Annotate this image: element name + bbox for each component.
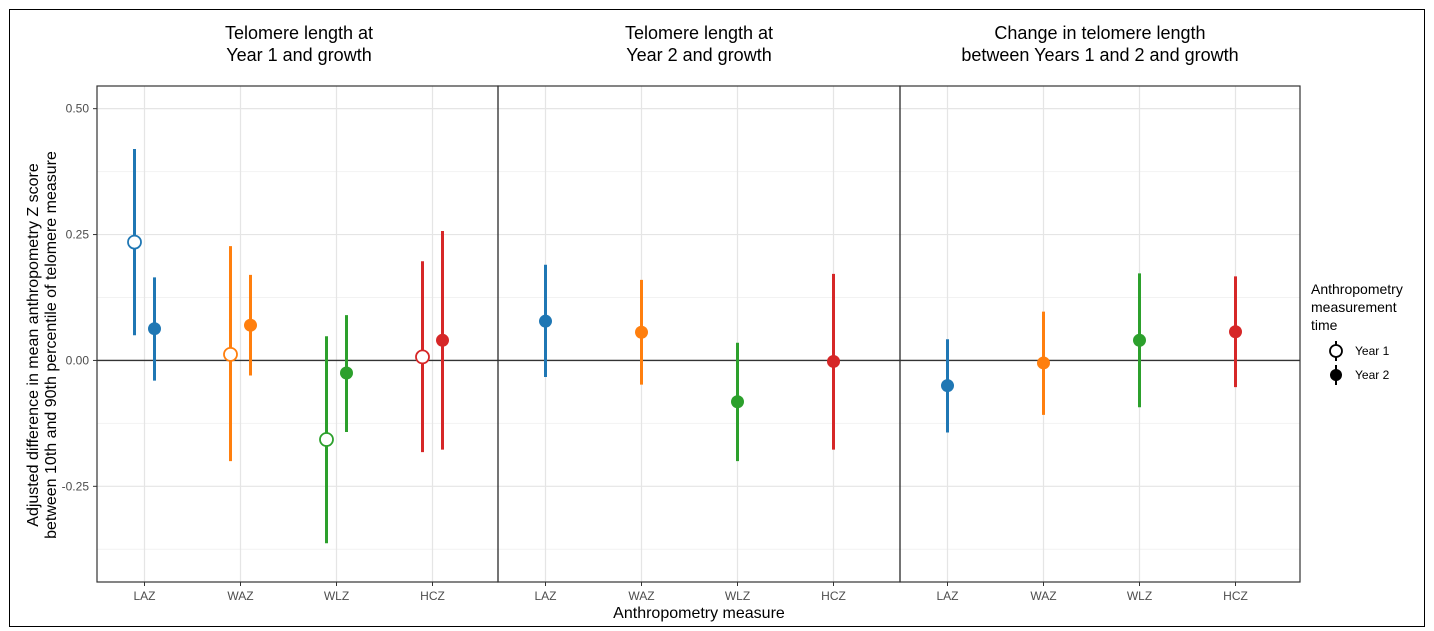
axis-ticks: LAZ WAZ WLZ HCZ LAZ WAZ WLZ HCZ LAZ WAZ WLZ HCZ 0.50…: [62, 102, 1248, 603]
point-year2: [539, 314, 552, 328]
y-tick-label: 0.00: [66, 353, 90, 367]
y-axis-label-line-2: between 10th and 90th percentile of telo…: [43, 151, 60, 539]
panel-border: [497, 85, 901, 583]
panel-3-title-line-1: Change in telomere length: [994, 23, 1205, 43]
x-tick-label: WLZ: [1127, 589, 1152, 603]
point-year2: [436, 333, 449, 347]
panel-3-title-line-2: between Years 1 and 2 and growth: [961, 45, 1238, 65]
point-year1: [127, 234, 142, 250]
point-year2: [244, 318, 257, 332]
panel-1-title-line-2: Year 1 and growth: [226, 45, 371, 65]
y-tick-label: 0.25: [66, 228, 90, 242]
x-tick-label: WLZ: [725, 589, 750, 603]
x-tick-label: WAZ: [227, 589, 253, 603]
y-tick-label: -0.25: [62, 479, 90, 493]
panel-borders: [96, 85, 1301, 583]
point-year2: [1133, 333, 1146, 347]
panel-2-title-line-1: Telomere length at: [625, 23, 773, 43]
point-year1: [223, 346, 238, 362]
panel-2-title-line-2: Year 2 and growth: [626, 45, 771, 65]
panel-1-title-line-1: Telomere length at: [225, 23, 373, 43]
legend-year1-marker: [1329, 344, 1343, 358]
legend-title-line-2: measurement: [1311, 299, 1397, 315]
point-year1: [319, 432, 334, 447]
panel-border: [899, 85, 1301, 583]
point-year2: [1037, 356, 1050, 370]
point-year2: [340, 366, 353, 380]
point-year1: [415, 349, 430, 365]
point-year2: [148, 322, 161, 336]
legend-year1-label: Year 1: [1355, 344, 1390, 358]
point-year2: [1229, 325, 1242, 339]
x-tick-label: HCZ: [821, 589, 846, 603]
x-tick-label: HCZ: [1223, 589, 1248, 603]
legend-year2-label: Year 2: [1355, 368, 1390, 382]
point-year2: [635, 325, 648, 339]
gridlines: [97, 86, 1300, 582]
x-tick-label: LAZ: [534, 589, 556, 603]
x-tick-label: LAZ: [936, 589, 958, 603]
point-year2: [731, 395, 744, 409]
x-tick-label: WLZ: [324, 589, 349, 603]
point-year2: [941, 379, 954, 393]
y-axis-label-line-1: Adjusted difference in mean anthropometr…: [25, 163, 42, 527]
x-tick-label: WAZ: [628, 589, 654, 603]
legend-year2-marker: [1330, 369, 1342, 381]
legend-title-line-3: time: [1311, 317, 1338, 333]
legend-title-line-1: Anthropometry: [1311, 281, 1403, 297]
x-tick-label: LAZ: [133, 589, 155, 603]
point-year2: [827, 354, 840, 368]
x-axis-label: Anthropometry measure: [613, 605, 785, 622]
x-tick-label: WAZ: [1030, 589, 1056, 603]
x-tick-label: HCZ: [420, 589, 445, 603]
data-marks: [127, 148, 1242, 544]
legend: Anthropometry measurement time Year 1 Ye…: [1311, 281, 1403, 385]
figure-frame: [9, 9, 1425, 627]
y-tick-label: 0.50: [66, 102, 90, 116]
